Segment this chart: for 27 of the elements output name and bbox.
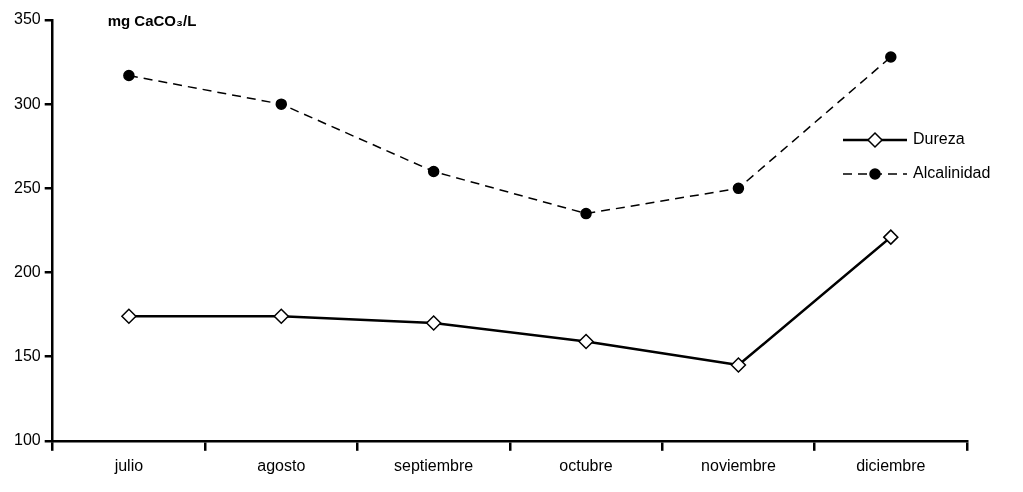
- legend-label: Dureza: [913, 130, 965, 148]
- point: [273, 308, 290, 324]
- point: [427, 165, 440, 178]
- point: [732, 182, 745, 195]
- x-tick-label: septiembre: [394, 456, 474, 474]
- x-tick-label: noviembre: [701, 456, 776, 474]
- point: [275, 98, 288, 110]
- point: [580, 207, 592, 220]
- x-tick-label: agosto: [257, 456, 306, 474]
- x-tick-label: julio: [113, 456, 144, 474]
- y-tick-label: 250: [13, 178, 41, 196]
- point: [425, 315, 442, 331]
- point: [578, 333, 594, 350]
- y-tick-label: 350: [13, 10, 41, 28]
- y-axis-title: mg CaCO₃/L: [107, 12, 197, 30]
- point: [123, 69, 135, 82]
- x-tick-label: diciembre: [856, 456, 926, 474]
- y-tick-label: 150: [13, 347, 41, 365]
- y-tick-label: 200: [13, 262, 41, 280]
- legend-label: Alcalinidad: [913, 164, 991, 182]
- point: [883, 229, 899, 245]
- x-tick-label: octubre: [559, 456, 613, 474]
- point: [121, 308, 137, 324]
- point: [730, 357, 747, 373]
- point: [885, 51, 897, 63]
- y-tick-label: 100: [13, 431, 41, 449]
- y-tick-label: 300: [13, 94, 41, 112]
